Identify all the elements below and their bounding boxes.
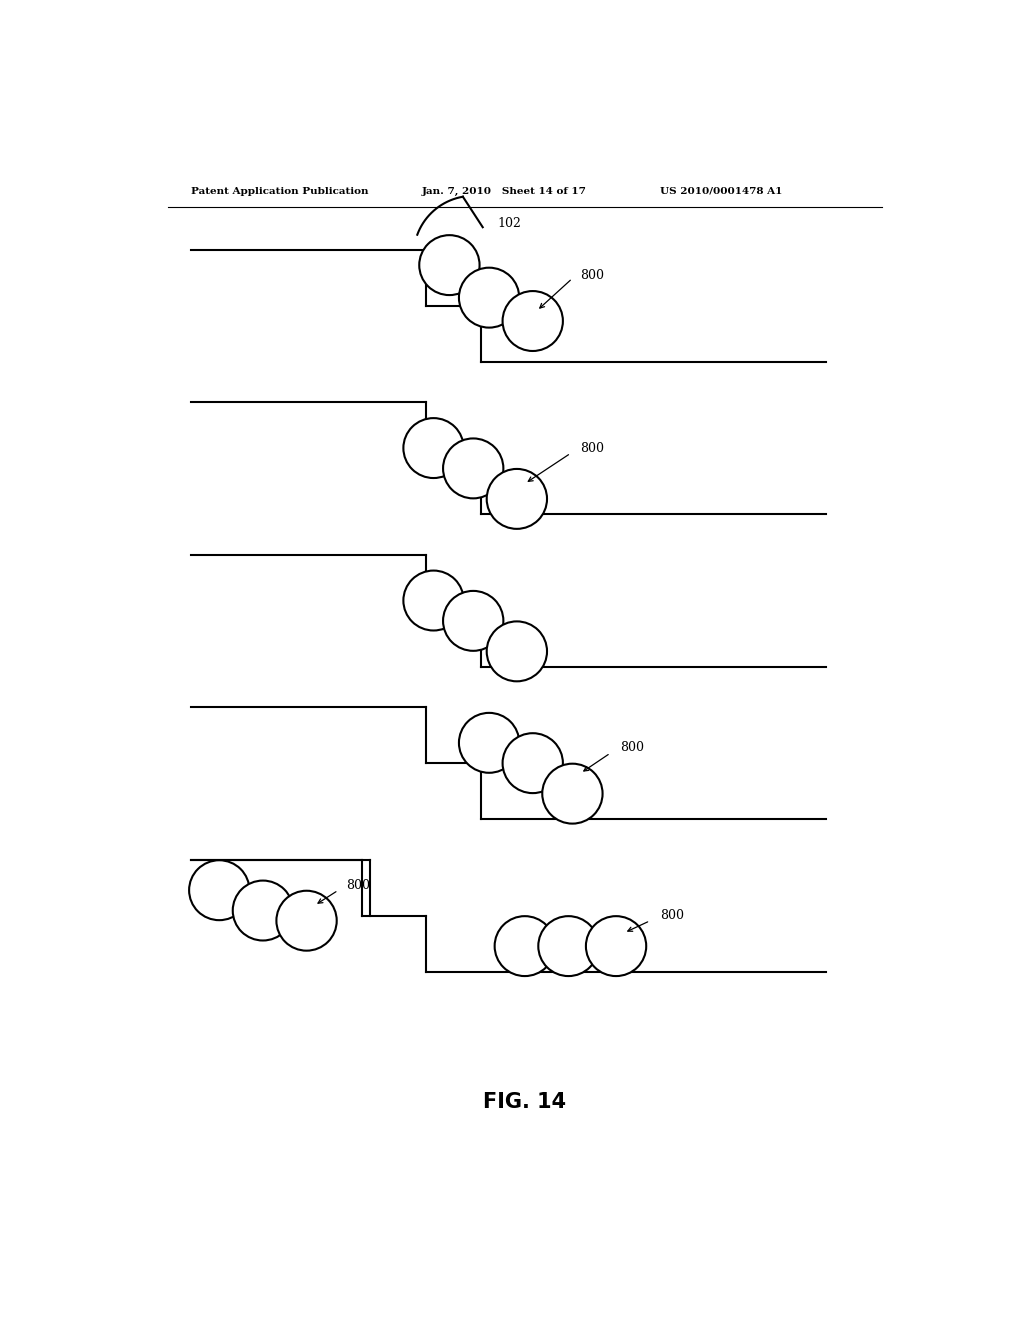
Ellipse shape [543, 764, 602, 824]
Text: 800: 800 [620, 742, 644, 755]
Text: 800: 800 [581, 442, 604, 454]
Ellipse shape [459, 268, 519, 327]
Ellipse shape [189, 861, 250, 920]
Text: US 2010/0001478 A1: US 2010/0001478 A1 [659, 187, 782, 195]
Ellipse shape [443, 438, 504, 499]
Text: 800: 800 [346, 879, 371, 891]
Text: Patent Application Publication: Patent Application Publication [191, 187, 369, 195]
Text: 800: 800 [659, 909, 684, 923]
Ellipse shape [586, 916, 646, 975]
Text: Jan. 7, 2010   Sheet 14 of 17: Jan. 7, 2010 Sheet 14 of 17 [422, 187, 587, 195]
Ellipse shape [486, 622, 547, 681]
Ellipse shape [503, 292, 563, 351]
Ellipse shape [486, 469, 547, 529]
Ellipse shape [539, 916, 599, 975]
Ellipse shape [403, 570, 464, 631]
Ellipse shape [443, 591, 504, 651]
Ellipse shape [503, 733, 563, 793]
Ellipse shape [419, 235, 479, 296]
Text: 800: 800 [581, 269, 604, 281]
Text: 102: 102 [497, 216, 521, 230]
Ellipse shape [403, 418, 464, 478]
Ellipse shape [232, 880, 293, 940]
Ellipse shape [495, 916, 555, 975]
Text: FIG. 14: FIG. 14 [483, 1092, 566, 1111]
Ellipse shape [276, 891, 337, 950]
Ellipse shape [459, 713, 519, 772]
